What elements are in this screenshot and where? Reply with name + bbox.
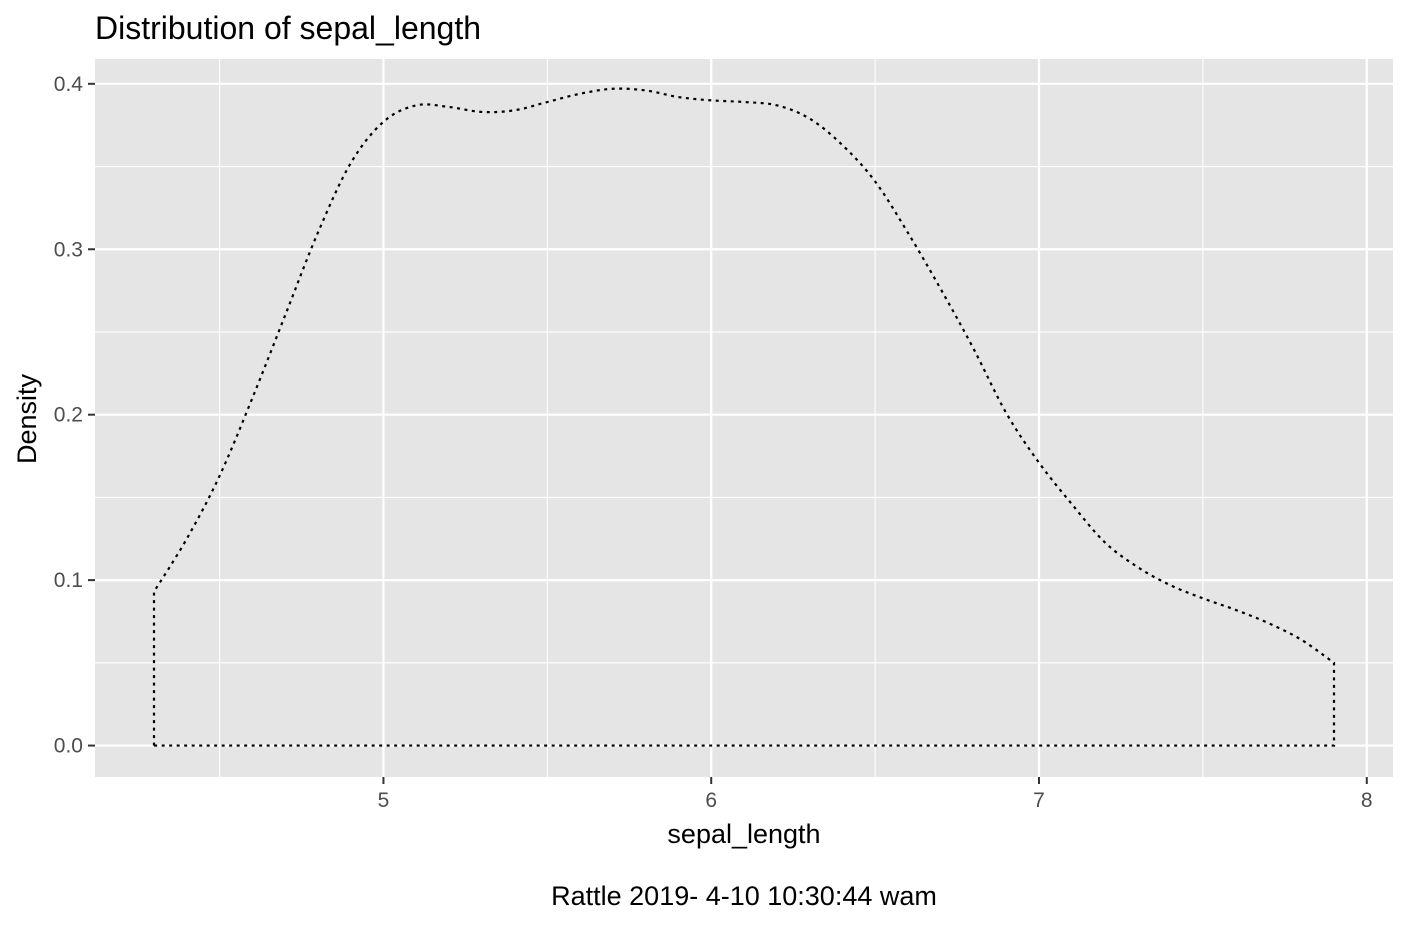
y-tick-label: 0.4 xyxy=(54,73,84,96)
y-tick-label: 0.0 xyxy=(54,735,83,758)
minor-gridlines xyxy=(95,59,1393,777)
y-tick-label: 0.1 xyxy=(54,569,83,592)
chart-title: Distribution of sepal_length xyxy=(95,10,481,46)
x-tick-label: 5 xyxy=(378,789,390,812)
axis-tick-labels: 5 6 7 8 0.0 0.1 0.2 0.3 0.4 xyxy=(54,73,1373,812)
y-tick-label: 0.3 xyxy=(54,238,83,261)
x-tick-label: 6 xyxy=(705,789,717,812)
major-gridlines xyxy=(95,59,1393,777)
density-curve xyxy=(152,87,1336,747)
x-axis-title: sepal_length xyxy=(667,819,820,849)
chart-caption: Rattle 2019- 4-10 10:30:44 wam xyxy=(551,881,937,911)
x-tick-label: 7 xyxy=(1033,789,1045,812)
y-tick-label: 0.2 xyxy=(54,404,83,427)
y-axis-title: Density xyxy=(12,373,42,464)
axis-ticks xyxy=(88,82,1368,784)
x-tick-label: 8 xyxy=(1361,789,1373,812)
plot-panel xyxy=(95,59,1393,777)
